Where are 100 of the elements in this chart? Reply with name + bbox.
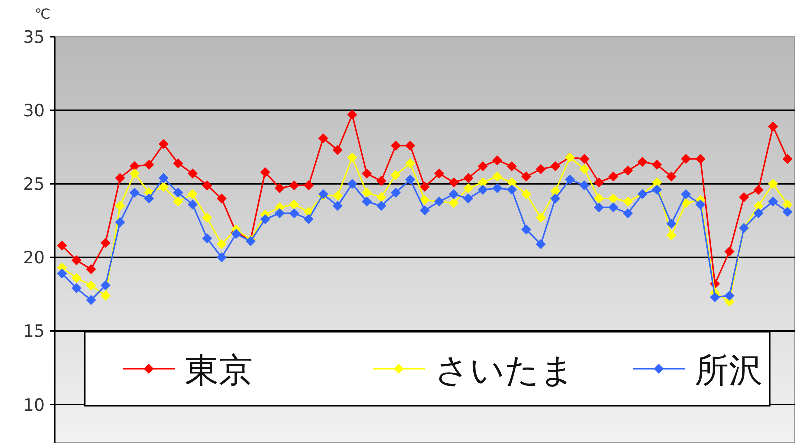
point xyxy=(216,194,227,204)
point xyxy=(144,194,154,204)
point xyxy=(522,189,532,200)
point xyxy=(464,184,474,194)
point xyxy=(580,154,590,164)
point xyxy=(594,202,604,213)
point xyxy=(666,230,677,241)
point xyxy=(754,184,764,195)
point xyxy=(638,157,648,168)
point xyxy=(289,208,300,219)
point xyxy=(57,268,68,279)
point xyxy=(376,176,386,186)
point xyxy=(86,280,96,291)
point xyxy=(173,196,184,207)
point xyxy=(608,202,619,213)
point xyxy=(507,161,518,172)
point xyxy=(347,152,358,163)
point xyxy=(100,238,111,248)
point xyxy=(100,290,111,301)
point xyxy=(768,122,778,132)
point xyxy=(681,154,692,164)
point xyxy=(289,180,300,191)
point xyxy=(550,161,561,172)
point xyxy=(550,186,561,196)
y-tick-label: 20 xyxy=(23,248,45,269)
legend-label: 東京 xyxy=(185,351,253,391)
point xyxy=(332,190,343,201)
point xyxy=(188,168,198,179)
y-axis-title: ℃ xyxy=(35,7,51,23)
point xyxy=(696,200,706,210)
point xyxy=(420,195,430,206)
point xyxy=(420,206,430,216)
point xyxy=(405,158,416,169)
point xyxy=(332,201,343,212)
point xyxy=(318,134,328,144)
point xyxy=(173,158,184,169)
point xyxy=(652,160,662,170)
point xyxy=(623,208,634,219)
point xyxy=(405,140,416,151)
point xyxy=(304,180,314,191)
point xyxy=(768,196,778,207)
point xyxy=(158,173,169,184)
point xyxy=(536,164,546,174)
point xyxy=(594,194,604,204)
y-tick-label: 35 xyxy=(23,28,45,48)
point xyxy=(144,160,154,170)
point xyxy=(782,200,793,210)
legend-label: 所沢 xyxy=(695,351,763,391)
point xyxy=(594,178,604,188)
point xyxy=(260,167,270,178)
point xyxy=(478,161,488,172)
point xyxy=(115,201,126,212)
point xyxy=(492,184,503,194)
point xyxy=(420,182,430,192)
point xyxy=(550,194,561,204)
point xyxy=(522,172,532,182)
point xyxy=(478,178,488,188)
point xyxy=(347,179,358,190)
point xyxy=(666,218,677,229)
point xyxy=(130,161,140,172)
point xyxy=(115,173,126,184)
point xyxy=(580,180,590,191)
point xyxy=(710,292,720,302)
point xyxy=(652,178,662,188)
point xyxy=(478,184,488,195)
point xyxy=(72,284,82,294)
point xyxy=(216,239,227,250)
point xyxy=(158,139,169,150)
point xyxy=(536,212,546,223)
point xyxy=(449,198,460,208)
point xyxy=(434,168,445,179)
point xyxy=(72,273,82,284)
point xyxy=(202,234,212,244)
point xyxy=(768,179,778,190)
legend-label: さいたま xyxy=(435,351,575,391)
point xyxy=(754,208,764,219)
point xyxy=(347,110,358,120)
point xyxy=(608,194,619,204)
point xyxy=(289,200,300,210)
point xyxy=(130,168,140,179)
point xyxy=(405,174,416,185)
point xyxy=(57,240,68,251)
point xyxy=(623,166,634,176)
point xyxy=(115,217,126,228)
point xyxy=(782,207,793,218)
point xyxy=(507,184,518,195)
point xyxy=(449,189,460,200)
point xyxy=(86,295,96,306)
point xyxy=(202,180,212,191)
point xyxy=(565,174,576,185)
point xyxy=(304,214,314,224)
point xyxy=(724,246,735,257)
point xyxy=(464,173,474,184)
point xyxy=(608,172,619,182)
point xyxy=(507,178,518,188)
point xyxy=(188,200,198,210)
point xyxy=(681,189,692,200)
point xyxy=(390,140,401,151)
point xyxy=(522,224,532,235)
point xyxy=(274,208,285,219)
